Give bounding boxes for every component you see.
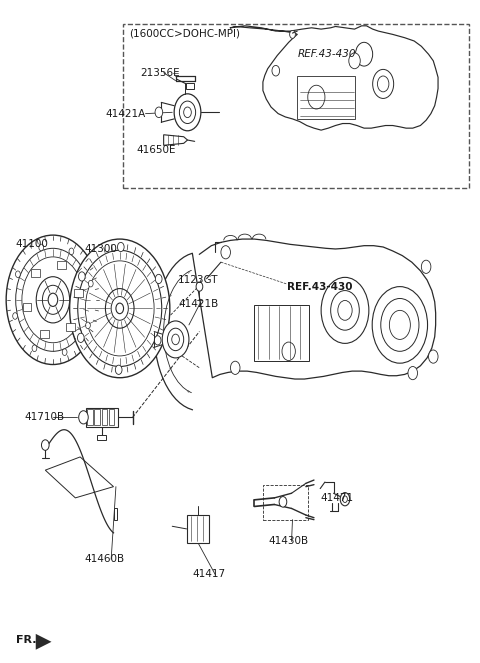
Text: 41650E: 41650E: [136, 145, 176, 155]
Circle shape: [381, 298, 419, 351]
Circle shape: [15, 271, 20, 278]
Circle shape: [308, 86, 325, 109]
Circle shape: [39, 244, 44, 251]
Circle shape: [32, 345, 37, 351]
Text: 1123GT: 1123GT: [178, 275, 218, 285]
Text: 41100: 41100: [16, 239, 48, 249]
Text: 41430B: 41430B: [269, 536, 309, 546]
Circle shape: [230, 361, 240, 375]
Circle shape: [88, 280, 93, 287]
Circle shape: [155, 107, 163, 117]
Text: 41300: 41300: [85, 244, 118, 254]
Bar: [95, 410, 100, 425]
Circle shape: [289, 30, 295, 38]
Circle shape: [221, 246, 230, 259]
Circle shape: [356, 42, 372, 66]
Text: REF.43-430: REF.43-430: [297, 49, 356, 59]
Circle shape: [331, 290, 360, 330]
Circle shape: [62, 349, 67, 355]
Circle shape: [111, 296, 128, 320]
Text: 21356E: 21356E: [140, 68, 180, 78]
Bar: [86, 408, 118, 426]
Circle shape: [36, 276, 70, 323]
Circle shape: [349, 53, 360, 69]
Bar: [31, 269, 40, 276]
Circle shape: [79, 272, 85, 281]
Bar: [23, 303, 32, 311]
Bar: [123, 25, 469, 188]
Circle shape: [168, 328, 184, 351]
Circle shape: [156, 274, 162, 284]
Circle shape: [162, 321, 189, 358]
Polygon shape: [36, 634, 51, 650]
Circle shape: [343, 496, 348, 503]
Circle shape: [41, 440, 49, 450]
Circle shape: [340, 493, 350, 506]
Polygon shape: [164, 135, 188, 145]
Circle shape: [321, 277, 369, 343]
Bar: [109, 410, 115, 425]
Circle shape: [377, 76, 389, 92]
Text: (1600CC>DOHC-MPI): (1600CC>DOHC-MPI): [129, 28, 240, 38]
Circle shape: [118, 243, 124, 252]
Circle shape: [372, 286, 428, 363]
Text: 41417: 41417: [192, 570, 226, 579]
Text: 41421A: 41421A: [106, 109, 145, 119]
Circle shape: [421, 260, 431, 273]
Bar: [87, 410, 93, 425]
Circle shape: [429, 350, 438, 363]
Text: FR.: FR.: [16, 635, 36, 646]
Circle shape: [272, 66, 280, 76]
Circle shape: [42, 285, 63, 314]
Circle shape: [79, 410, 88, 424]
Circle shape: [196, 282, 203, 291]
Circle shape: [6, 235, 100, 365]
Circle shape: [180, 101, 196, 123]
Bar: [57, 261, 66, 269]
Circle shape: [77, 333, 84, 343]
Bar: [102, 410, 108, 425]
Circle shape: [154, 335, 161, 345]
Bar: [74, 288, 83, 296]
Circle shape: [338, 300, 352, 320]
Text: 41460B: 41460B: [85, 554, 125, 564]
Bar: [186, 83, 194, 90]
Bar: [263, 485, 308, 520]
Bar: [187, 515, 209, 543]
Bar: [97, 435, 107, 440]
Text: 41421B: 41421B: [178, 299, 218, 309]
Bar: [66, 323, 74, 331]
Circle shape: [172, 334, 180, 345]
Circle shape: [174, 94, 201, 131]
Text: 41471: 41471: [320, 493, 353, 503]
Text: REF.43-430: REF.43-430: [287, 282, 352, 292]
Circle shape: [106, 288, 134, 328]
Circle shape: [279, 497, 287, 507]
Circle shape: [116, 303, 123, 314]
Circle shape: [372, 70, 394, 98]
Circle shape: [85, 322, 90, 329]
Circle shape: [408, 367, 418, 380]
Circle shape: [70, 239, 170, 378]
Circle shape: [389, 310, 410, 339]
Circle shape: [184, 107, 192, 117]
Circle shape: [48, 293, 58, 306]
Text: 41710B: 41710B: [24, 412, 64, 422]
Circle shape: [12, 313, 17, 320]
Bar: [254, 305, 309, 361]
Bar: [40, 330, 49, 338]
Bar: [297, 76, 355, 119]
Circle shape: [115, 365, 122, 375]
Circle shape: [69, 248, 74, 255]
Bar: [114, 508, 117, 520]
